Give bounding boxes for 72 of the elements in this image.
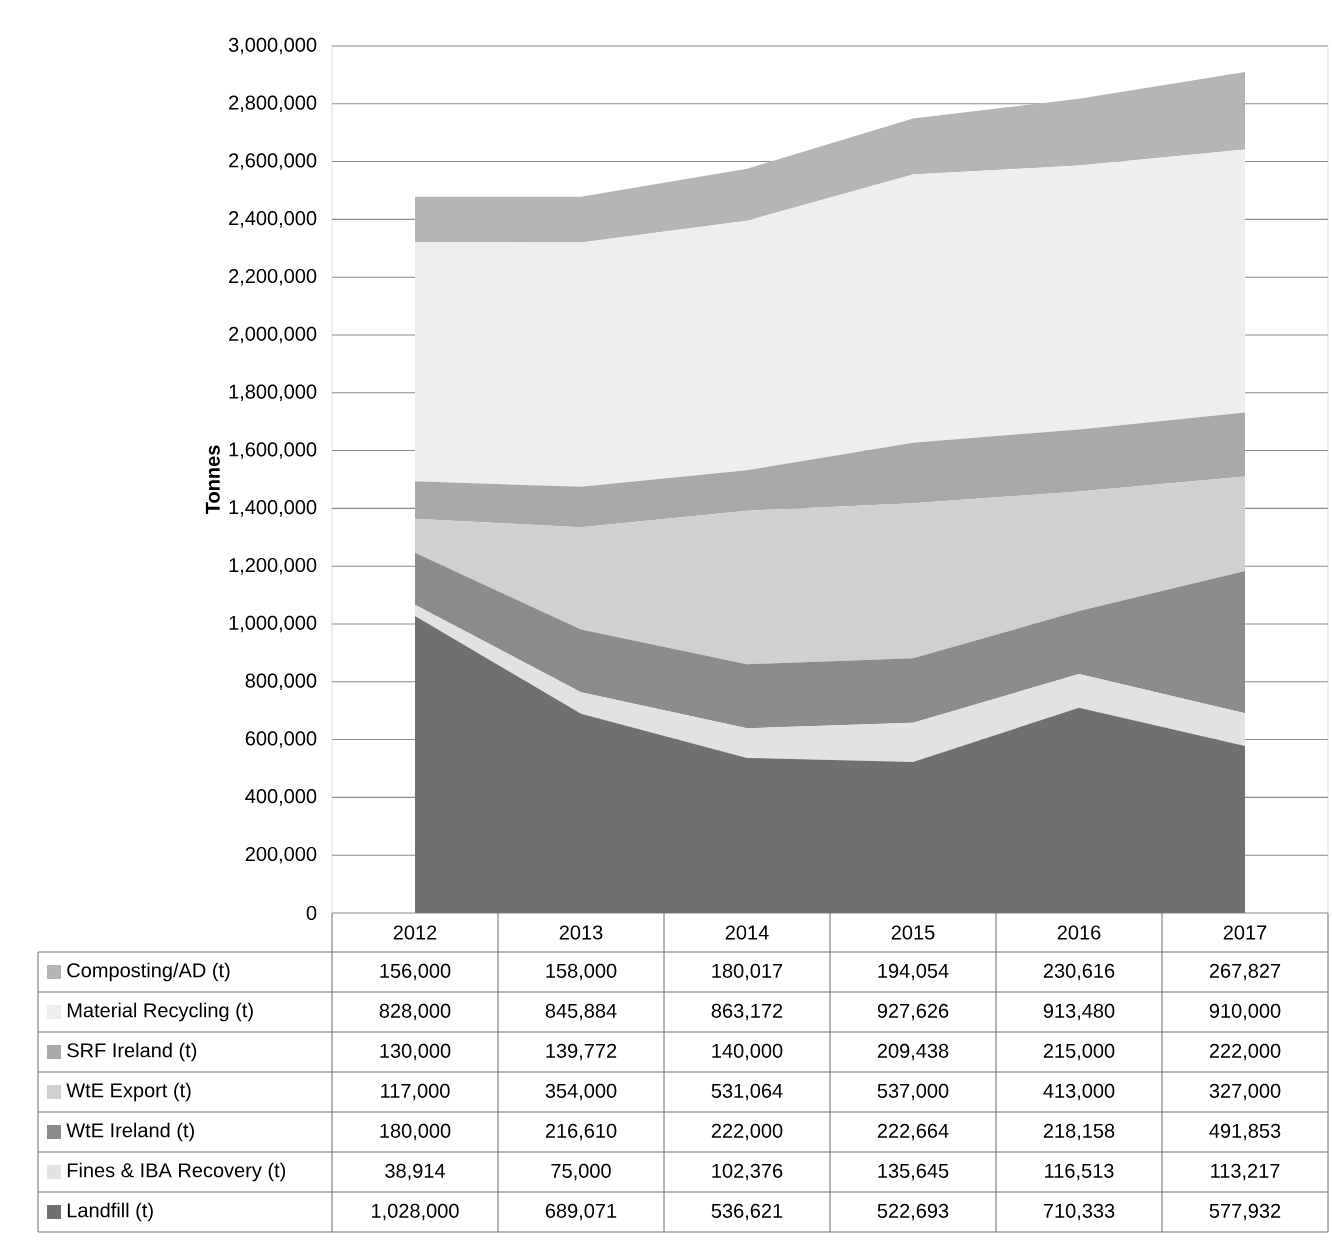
data-label: 218,158 bbox=[1043, 1123, 1115, 1141]
data-label: 845,884 bbox=[545, 1003, 617, 1021]
data-label: 710,333 bbox=[1043, 1203, 1115, 1221]
x-tick-label: 2015 bbox=[891, 925, 935, 940]
legend-label: Landfill (t) bbox=[67, 1202, 153, 1222]
data-label: 130,000 bbox=[380, 1043, 451, 1061]
data-label: 140,000 bbox=[712, 1043, 783, 1061]
y-tick-label: 1,200,000 bbox=[229, 557, 317, 575]
data-label: 267,827 bbox=[1209, 963, 1281, 981]
legend-label: Composting/AD (t) bbox=[67, 962, 230, 982]
y-tick-label: 1,400,000 bbox=[229, 500, 317, 517]
data-label: 116,513 bbox=[1045, 1163, 1114, 1181]
y-tick-label: 1,600,000 bbox=[229, 442, 317, 459]
data-label: 158,000 bbox=[546, 963, 617, 981]
y-tick-label: 1,000,000 bbox=[229, 615, 317, 633]
data-label: 38,914 bbox=[385, 1163, 445, 1181]
data-label: 689,071 bbox=[545, 1203, 617, 1221]
y-tick-label: 800,000 bbox=[245, 673, 317, 691]
data-label: 531,064 bbox=[711, 1083, 783, 1101]
data-label: 156,000 bbox=[380, 963, 451, 981]
data-label: 222,664 bbox=[877, 1123, 949, 1141]
data-label: 537,000 bbox=[877, 1083, 949, 1101]
data-label: 536,621 bbox=[711, 1203, 783, 1221]
data-label: 113,217 bbox=[1211, 1163, 1280, 1181]
x-tick-label: 2014 bbox=[725, 925, 769, 940]
data-label: 209,438 bbox=[877, 1043, 949, 1061]
y-tick-label: 2,800,000 bbox=[229, 95, 317, 113]
data-label: 913,480 bbox=[1043, 1003, 1115, 1021]
data-label: 135,645 bbox=[878, 1163, 949, 1181]
data-label: 863,172 bbox=[711, 1003, 783, 1021]
data-label: 75,000 bbox=[551, 1163, 611, 1181]
y-tick-label: 3,000,000 bbox=[228, 37, 317, 55]
legend-label: Material Recycling (t) bbox=[67, 1002, 253, 1022]
legend-label: Fines & IBA Recovery (t) bbox=[67, 1162, 286, 1182]
y-tick-label: 2,000,000 bbox=[229, 326, 317, 344]
legend-label: SRF Ireland (t) bbox=[67, 1042, 197, 1062]
data-label: 222,000 bbox=[711, 1123, 783, 1141]
data-label: 117,000 bbox=[381, 1083, 450, 1101]
y-tick-label: 400,000 bbox=[245, 789, 317, 806]
data-label: 828,000 bbox=[379, 1003, 451, 1021]
x-tick-label: 2017 bbox=[1223, 925, 1267, 940]
data-label: 139,772 bbox=[546, 1043, 617, 1061]
y-tick-label: 2,400,000 bbox=[229, 211, 317, 228]
legend-label: WtE Ireland (t) bbox=[66, 1122, 194, 1142]
data-label: 194,054 bbox=[878, 963, 949, 981]
data-label: 577,932 bbox=[1209, 1203, 1281, 1221]
data-label: 180,017 bbox=[712, 963, 783, 981]
data-label: 1,028,000 bbox=[372, 1203, 459, 1221]
data-label: 216,610 bbox=[545, 1123, 617, 1141]
x-tick-label: 2013 bbox=[559, 925, 603, 940]
y-tick-label: 0 bbox=[306, 905, 317, 921]
data-label: 910,000 bbox=[1209, 1003, 1281, 1021]
y-tick-label: 1,800,000 bbox=[229, 384, 317, 402]
data-label: 327,000 bbox=[1209, 1083, 1281, 1101]
data-label: 102,376 bbox=[712, 1163, 783, 1181]
x-tick-label: 2012 bbox=[393, 925, 437, 940]
y-tick-label: 200,000 bbox=[245, 846, 317, 864]
data-label: 413,000 bbox=[1043, 1083, 1115, 1101]
data-label: 230,616 bbox=[1043, 963, 1115, 981]
y-axis-title: Tonnes bbox=[205, 445, 220, 515]
y-tick-label: 600,000 bbox=[245, 731, 317, 748]
legend-label: WtE Export (t) bbox=[66, 1082, 191, 1102]
data-label: 522,693 bbox=[877, 1203, 949, 1221]
y-tick-label: 2,600,000 bbox=[229, 153, 317, 170]
data-label: 927,626 bbox=[877, 1003, 949, 1021]
data-label: 354,000 bbox=[545, 1083, 617, 1101]
data-label: 491,853 bbox=[1209, 1123, 1281, 1141]
data-label: 215,000 bbox=[1043, 1043, 1115, 1061]
x-tick-label: 2016 bbox=[1057, 925, 1101, 940]
y-tick-label: 2,200,000 bbox=[229, 268, 317, 286]
data-label: 222,000 bbox=[1209, 1043, 1281, 1061]
data-label: 180,000 bbox=[380, 1123, 451, 1141]
